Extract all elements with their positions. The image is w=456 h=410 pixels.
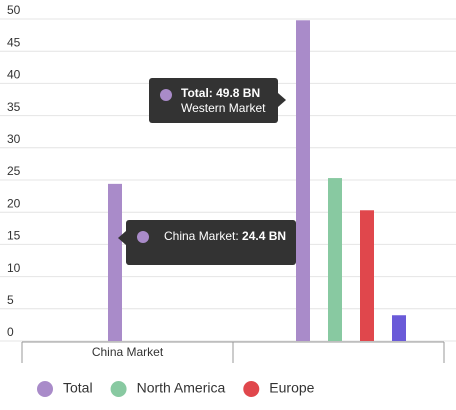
tooltip-box bbox=[149, 78, 278, 123]
legend-label: Total bbox=[63, 380, 93, 396]
y-tick-label: 25 bbox=[7, 164, 21, 178]
y-tick-label: 30 bbox=[7, 132, 21, 146]
y-tick-label: 5 bbox=[7, 293, 14, 307]
y-tick-label: 20 bbox=[7, 196, 21, 210]
y-tick-label: 15 bbox=[7, 229, 21, 243]
tooltip-subtitle: Western Market bbox=[181, 101, 266, 115]
tooltip-swatch bbox=[160, 89, 172, 101]
bar bbox=[392, 315, 406, 341]
bar bbox=[296, 20, 310, 342]
bar bbox=[328, 178, 342, 341]
y-tick-label: 10 bbox=[7, 261, 21, 275]
tooltip-title: Total: 49.8 BN bbox=[181, 86, 260, 100]
legend-swatch bbox=[243, 381, 260, 397]
y-tick-label: 45 bbox=[7, 35, 21, 49]
tooltip-label: China Market: bbox=[164, 229, 239, 243]
y-tick-label: 0 bbox=[7, 325, 14, 339]
tooltip: China Market: 24.4 BN bbox=[118, 220, 296, 265]
y-tick-label: 35 bbox=[7, 100, 21, 114]
tooltip-box bbox=[126, 220, 296, 265]
tooltip-title: China Market: 24.4 BN bbox=[164, 229, 286, 243]
bar bbox=[108, 183, 122, 341]
tooltip-arrow bbox=[278, 93, 286, 107]
legend-label: Europe bbox=[269, 380, 314, 396]
legend-label: North America bbox=[137, 380, 226, 396]
y-tick-label: 50 bbox=[7, 3, 21, 17]
tooltip-value: 24.4 BN bbox=[242, 229, 286, 243]
tooltip-swatch bbox=[137, 231, 149, 243]
y-tick-label: 40 bbox=[7, 68, 21, 82]
x-tick-label: China Market bbox=[92, 345, 164, 359]
legend-swatch bbox=[110, 381, 127, 397]
legend-swatch bbox=[37, 381, 53, 397]
tooltip: Total: 49.8 BN Western Market bbox=[149, 78, 286, 123]
tooltip-arrow bbox=[118, 231, 126, 245]
plot: 0 5 10 15 20 25 30 35 40 45 50 China Market Total Nor… bbox=[0, 3, 456, 397]
bar bbox=[360, 210, 374, 341]
